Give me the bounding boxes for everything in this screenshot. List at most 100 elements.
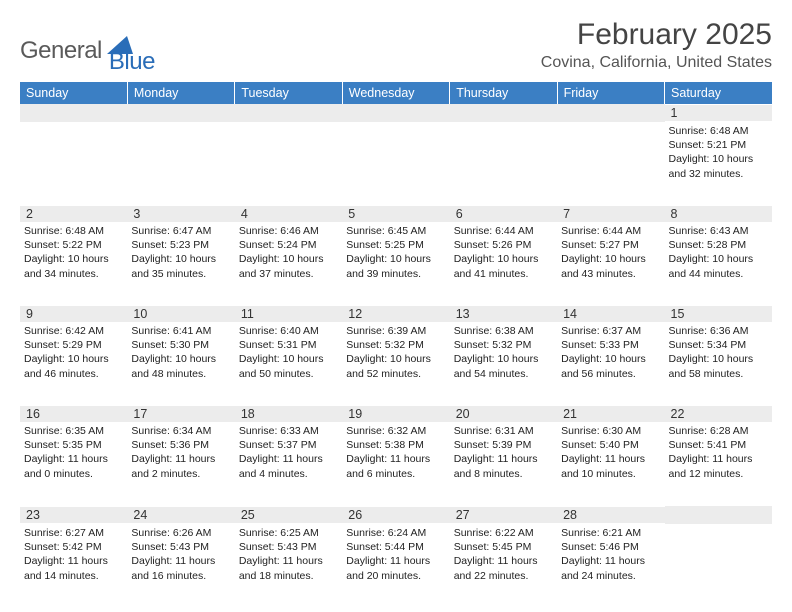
sunset-text: Sunset: 5:43 PM [131, 540, 230, 554]
day-number: 14 [557, 306, 664, 322]
day-number: 11 [235, 306, 342, 322]
day-number-cell [557, 104, 664, 122]
day-details: Sunrise: 6:38 AMSunset: 5:32 PMDaylight:… [450, 322, 557, 381]
day-cell: Sunrise: 6:35 AMSunset: 5:35 PMDaylight:… [20, 422, 127, 506]
day-header: Thursday [450, 82, 557, 104]
day-cell: Sunrise: 6:43 AMSunset: 5:28 PMDaylight:… [665, 222, 772, 306]
day-number: 22 [665, 406, 772, 422]
sunrise-text: Sunrise: 6:32 AM [346, 424, 445, 438]
day-number: 21 [557, 406, 664, 422]
sunrise-text: Sunrise: 6:36 AM [669, 324, 768, 338]
day-number: 4 [235, 206, 342, 222]
sunrise-text: Sunrise: 6:31 AM [454, 424, 553, 438]
sunrise-text: Sunrise: 6:46 AM [239, 224, 338, 238]
sunrise-text: Sunrise: 6:24 AM [346, 526, 445, 540]
sunrise-text: Sunrise: 6:26 AM [131, 526, 230, 540]
day-header: Saturday [665, 82, 772, 104]
day-details: Sunrise: 6:27 AMSunset: 5:42 PMDaylight:… [20, 524, 127, 583]
empty-day-number [20, 104, 127, 122]
day-number-cell: 5 [342, 206, 449, 222]
day-details: Sunrise: 6:48 AMSunset: 5:21 PMDaylight:… [665, 122, 772, 181]
day-header: Sunday [20, 82, 127, 104]
day-number-cell: 15 [665, 306, 772, 322]
day-cell: Sunrise: 6:41 AMSunset: 5:30 PMDaylight:… [127, 322, 234, 406]
day-cell: Sunrise: 6:34 AMSunset: 5:36 PMDaylight:… [127, 422, 234, 506]
day-details: Sunrise: 6:35 AMSunset: 5:35 PMDaylight:… [20, 422, 127, 481]
day-details: Sunrise: 6:25 AMSunset: 5:43 PMDaylight:… [235, 524, 342, 583]
day-cell [20, 122, 127, 206]
day-number-cell [20, 104, 127, 122]
day-cell [665, 524, 772, 608]
sunrise-text: Sunrise: 6:45 AM [346, 224, 445, 238]
day-details: Sunrise: 6:28 AMSunset: 5:41 PMDaylight:… [665, 422, 772, 481]
sunset-text: Sunset: 5:28 PM [669, 238, 768, 252]
day-number: 13 [450, 306, 557, 322]
day-cell: Sunrise: 6:37 AMSunset: 5:33 PMDaylight:… [557, 322, 664, 406]
day-cell: Sunrise: 6:44 AMSunset: 5:27 PMDaylight:… [557, 222, 664, 306]
sunrise-text: Sunrise: 6:28 AM [669, 424, 768, 438]
sunrise-text: Sunrise: 6:25 AM [239, 526, 338, 540]
daylight-text: Daylight: 10 hours and 32 minutes. [669, 152, 768, 180]
day-details: Sunrise: 6:30 AMSunset: 5:40 PMDaylight:… [557, 422, 664, 481]
day-number-cell: 24 [127, 506, 234, 524]
day-header: Tuesday [235, 82, 342, 104]
sunset-text: Sunset: 5:34 PM [669, 338, 768, 352]
sunset-text: Sunset: 5:32 PM [454, 338, 553, 352]
day-details: Sunrise: 6:39 AMSunset: 5:32 PMDaylight:… [342, 322, 449, 381]
daylight-text: Daylight: 10 hours and 43 minutes. [561, 252, 660, 280]
day-details: Sunrise: 6:26 AMSunset: 5:43 PMDaylight:… [127, 524, 234, 583]
day-cell [557, 122, 664, 206]
logo-text-part1: General [20, 37, 102, 65]
day-details: Sunrise: 6:45 AMSunset: 5:25 PMDaylight:… [342, 222, 449, 281]
day-cell: Sunrise: 6:31 AMSunset: 5:39 PMDaylight:… [450, 422, 557, 506]
daylight-text: Daylight: 10 hours and 39 minutes. [346, 252, 445, 280]
empty-day-number [665, 506, 772, 524]
day-cell: Sunrise: 6:22 AMSunset: 5:45 PMDaylight:… [450, 524, 557, 608]
day-number-cell: 14 [557, 306, 664, 322]
day-cell: Sunrise: 6:26 AMSunset: 5:43 PMDaylight:… [127, 524, 234, 608]
sunset-text: Sunset: 5:46 PM [561, 540, 660, 554]
day-number: 23 [20, 507, 127, 523]
day-number: 10 [127, 306, 234, 322]
sunset-text: Sunset: 5:21 PM [669, 138, 768, 152]
sunrise-text: Sunrise: 6:48 AM [24, 224, 123, 238]
sunrise-text: Sunrise: 6:40 AM [239, 324, 338, 338]
sunset-text: Sunset: 5:38 PM [346, 438, 445, 452]
day-number: 8 [665, 206, 772, 222]
day-number: 26 [342, 507, 449, 523]
daylight-text: Daylight: 11 hours and 8 minutes. [454, 452, 553, 480]
sunset-text: Sunset: 5:27 PM [561, 238, 660, 252]
daylight-text: Daylight: 11 hours and 4 minutes. [239, 452, 338, 480]
day-number: 25 [235, 507, 342, 523]
day-number-cell: 16 [20, 406, 127, 422]
sunset-text: Sunset: 5:43 PM [239, 540, 338, 554]
day-number-cell: 7 [557, 206, 664, 222]
day-number-cell: 10 [127, 306, 234, 322]
sunrise-text: Sunrise: 6:44 AM [561, 224, 660, 238]
day-cell: Sunrise: 6:38 AMSunset: 5:32 PMDaylight:… [450, 322, 557, 406]
day-details: Sunrise: 6:33 AMSunset: 5:37 PMDaylight:… [235, 422, 342, 481]
sunset-text: Sunset: 5:25 PM [346, 238, 445, 252]
day-number-cell: 25 [235, 506, 342, 524]
sunrise-text: Sunrise: 6:41 AM [131, 324, 230, 338]
sunset-text: Sunset: 5:39 PM [454, 438, 553, 452]
daylight-text: Daylight: 11 hours and 20 minutes. [346, 554, 445, 582]
daylight-text: Daylight: 11 hours and 14 minutes. [24, 554, 123, 582]
sunrise-text: Sunrise: 6:47 AM [131, 224, 230, 238]
day-number-cell: 28 [557, 506, 664, 524]
daylight-text: Daylight: 10 hours and 54 minutes. [454, 352, 553, 380]
daylight-text: Daylight: 11 hours and 6 minutes. [346, 452, 445, 480]
day-cell [450, 122, 557, 206]
day-number-cell: 26 [342, 506, 449, 524]
day-details: Sunrise: 6:48 AMSunset: 5:22 PMDaylight:… [20, 222, 127, 281]
day-cell: Sunrise: 6:36 AMSunset: 5:34 PMDaylight:… [665, 322, 772, 406]
day-cell: Sunrise: 6:42 AMSunset: 5:29 PMDaylight:… [20, 322, 127, 406]
day-number: 18 [235, 406, 342, 422]
sunset-text: Sunset: 5:35 PM [24, 438, 123, 452]
day-cell: Sunrise: 6:33 AMSunset: 5:37 PMDaylight:… [235, 422, 342, 506]
day-details: Sunrise: 6:43 AMSunset: 5:28 PMDaylight:… [665, 222, 772, 281]
sunset-text: Sunset: 5:42 PM [24, 540, 123, 554]
day-cell: Sunrise: 6:40 AMSunset: 5:31 PMDaylight:… [235, 322, 342, 406]
day-number-cell: 3 [127, 206, 234, 222]
sunrise-text: Sunrise: 6:42 AM [24, 324, 123, 338]
